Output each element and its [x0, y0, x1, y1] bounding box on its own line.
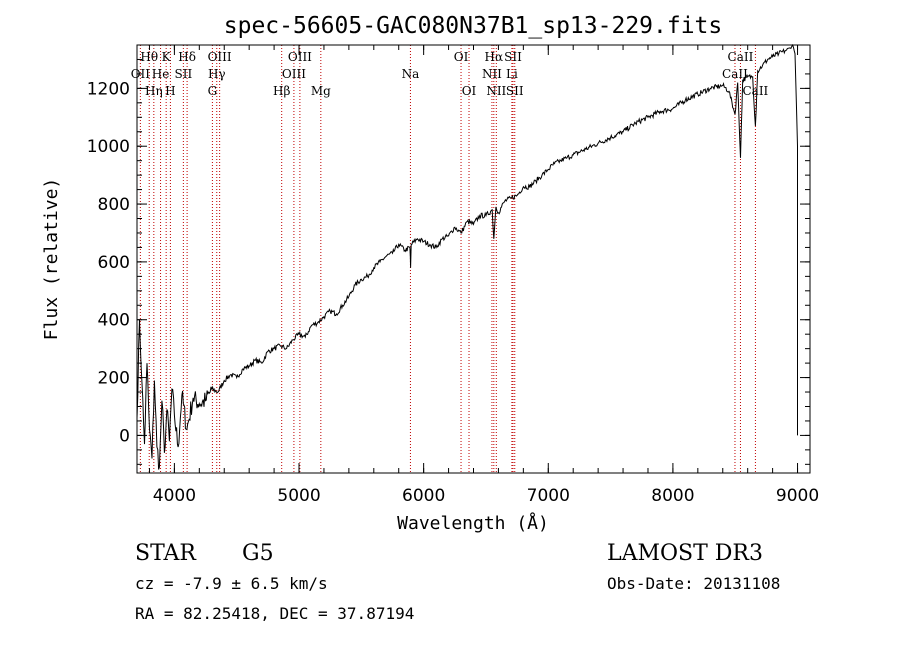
emission-line-markers: [139, 45, 756, 473]
survey-name: LAMOST DR3: [607, 541, 763, 566]
y-tick-label: 800: [98, 195, 130, 215]
y-tick-label: 1000: [87, 137, 130, 157]
emission-line-label: SII: [175, 67, 193, 81]
y-axis-label: Flux (relative): [41, 178, 62, 341]
emission-line-label: Hα: [485, 50, 504, 64]
emission-line-label: Hδ: [178, 50, 196, 64]
emission-line-label: SII: [506, 84, 524, 98]
x-tick-label: 5000: [277, 486, 320, 506]
emission-line-label: Hγ: [208, 67, 226, 81]
x-axis-label: Wavelength (Å): [397, 512, 549, 534]
emission-line-label: OI: [454, 50, 469, 64]
x-tick-label: 8000: [651, 486, 694, 506]
emission-line-label: NII: [486, 84, 506, 98]
x-axis-ticks: 4000 5000 6000 7000 8000 9000: [148, 45, 819, 506]
emission-line-label: He: [152, 67, 170, 81]
y-tick-label: 200: [98, 369, 130, 389]
spectral-subclass: G5: [242, 541, 274, 566]
emission-line-label: Hθ: [140, 50, 158, 64]
y-tick-label: 400: [98, 311, 130, 331]
emission-line-label: OIII: [208, 50, 232, 64]
emission-line-label: Hβ: [273, 84, 290, 98]
x-tick-label: 9000: [776, 486, 819, 506]
emission-line-label: Mg: [311, 84, 331, 98]
emission-line-label: G: [208, 84, 218, 98]
observation-date: Obs-Date: 20131108: [607, 574, 780, 593]
x-tick-label: 7000: [527, 486, 570, 506]
emission-line-label: SII: [504, 50, 522, 64]
redshift-value: cz = -7.9 ± 6.5 km/s: [135, 574, 328, 593]
emission-line-label: K: [162, 50, 172, 64]
y-axis-ticks: 0 200 400 600 800 1000 1200: [87, 58, 810, 465]
y-tick-label: 1200: [87, 79, 130, 99]
object-class: STAR: [135, 541, 197, 566]
emission-line-label: Na: [402, 67, 420, 81]
x-tick-label: 6000: [402, 486, 445, 506]
x-tick-label: 4000: [153, 486, 196, 506]
emission-line-label: CaII: [742, 84, 768, 98]
coordinates: RA = 82.25418, DEC = 37.87194: [135, 604, 414, 623]
emission-line-label: OIII: [288, 50, 312, 64]
chart-title: spec-56605-GAC080N37B1_sp13-229.fits: [224, 13, 723, 39]
emission-line-label: OIII: [282, 67, 306, 81]
emission-line-label: Li: [506, 67, 518, 81]
emission-line-label: OI: [462, 84, 477, 98]
emission-line-label: CaII: [722, 67, 748, 81]
emission-line-label: H: [165, 84, 175, 98]
emission-line-label: NII: [482, 67, 502, 81]
spectrum-series-line: [136, 43, 798, 470]
plot-frame: [136, 44, 811, 474]
y-tick-label: 0: [119, 426, 130, 446]
emission-line-label: CaII: [728, 50, 754, 64]
y-tick-label: 600: [98, 253, 130, 273]
emission-line-label: Hη: [145, 84, 163, 98]
